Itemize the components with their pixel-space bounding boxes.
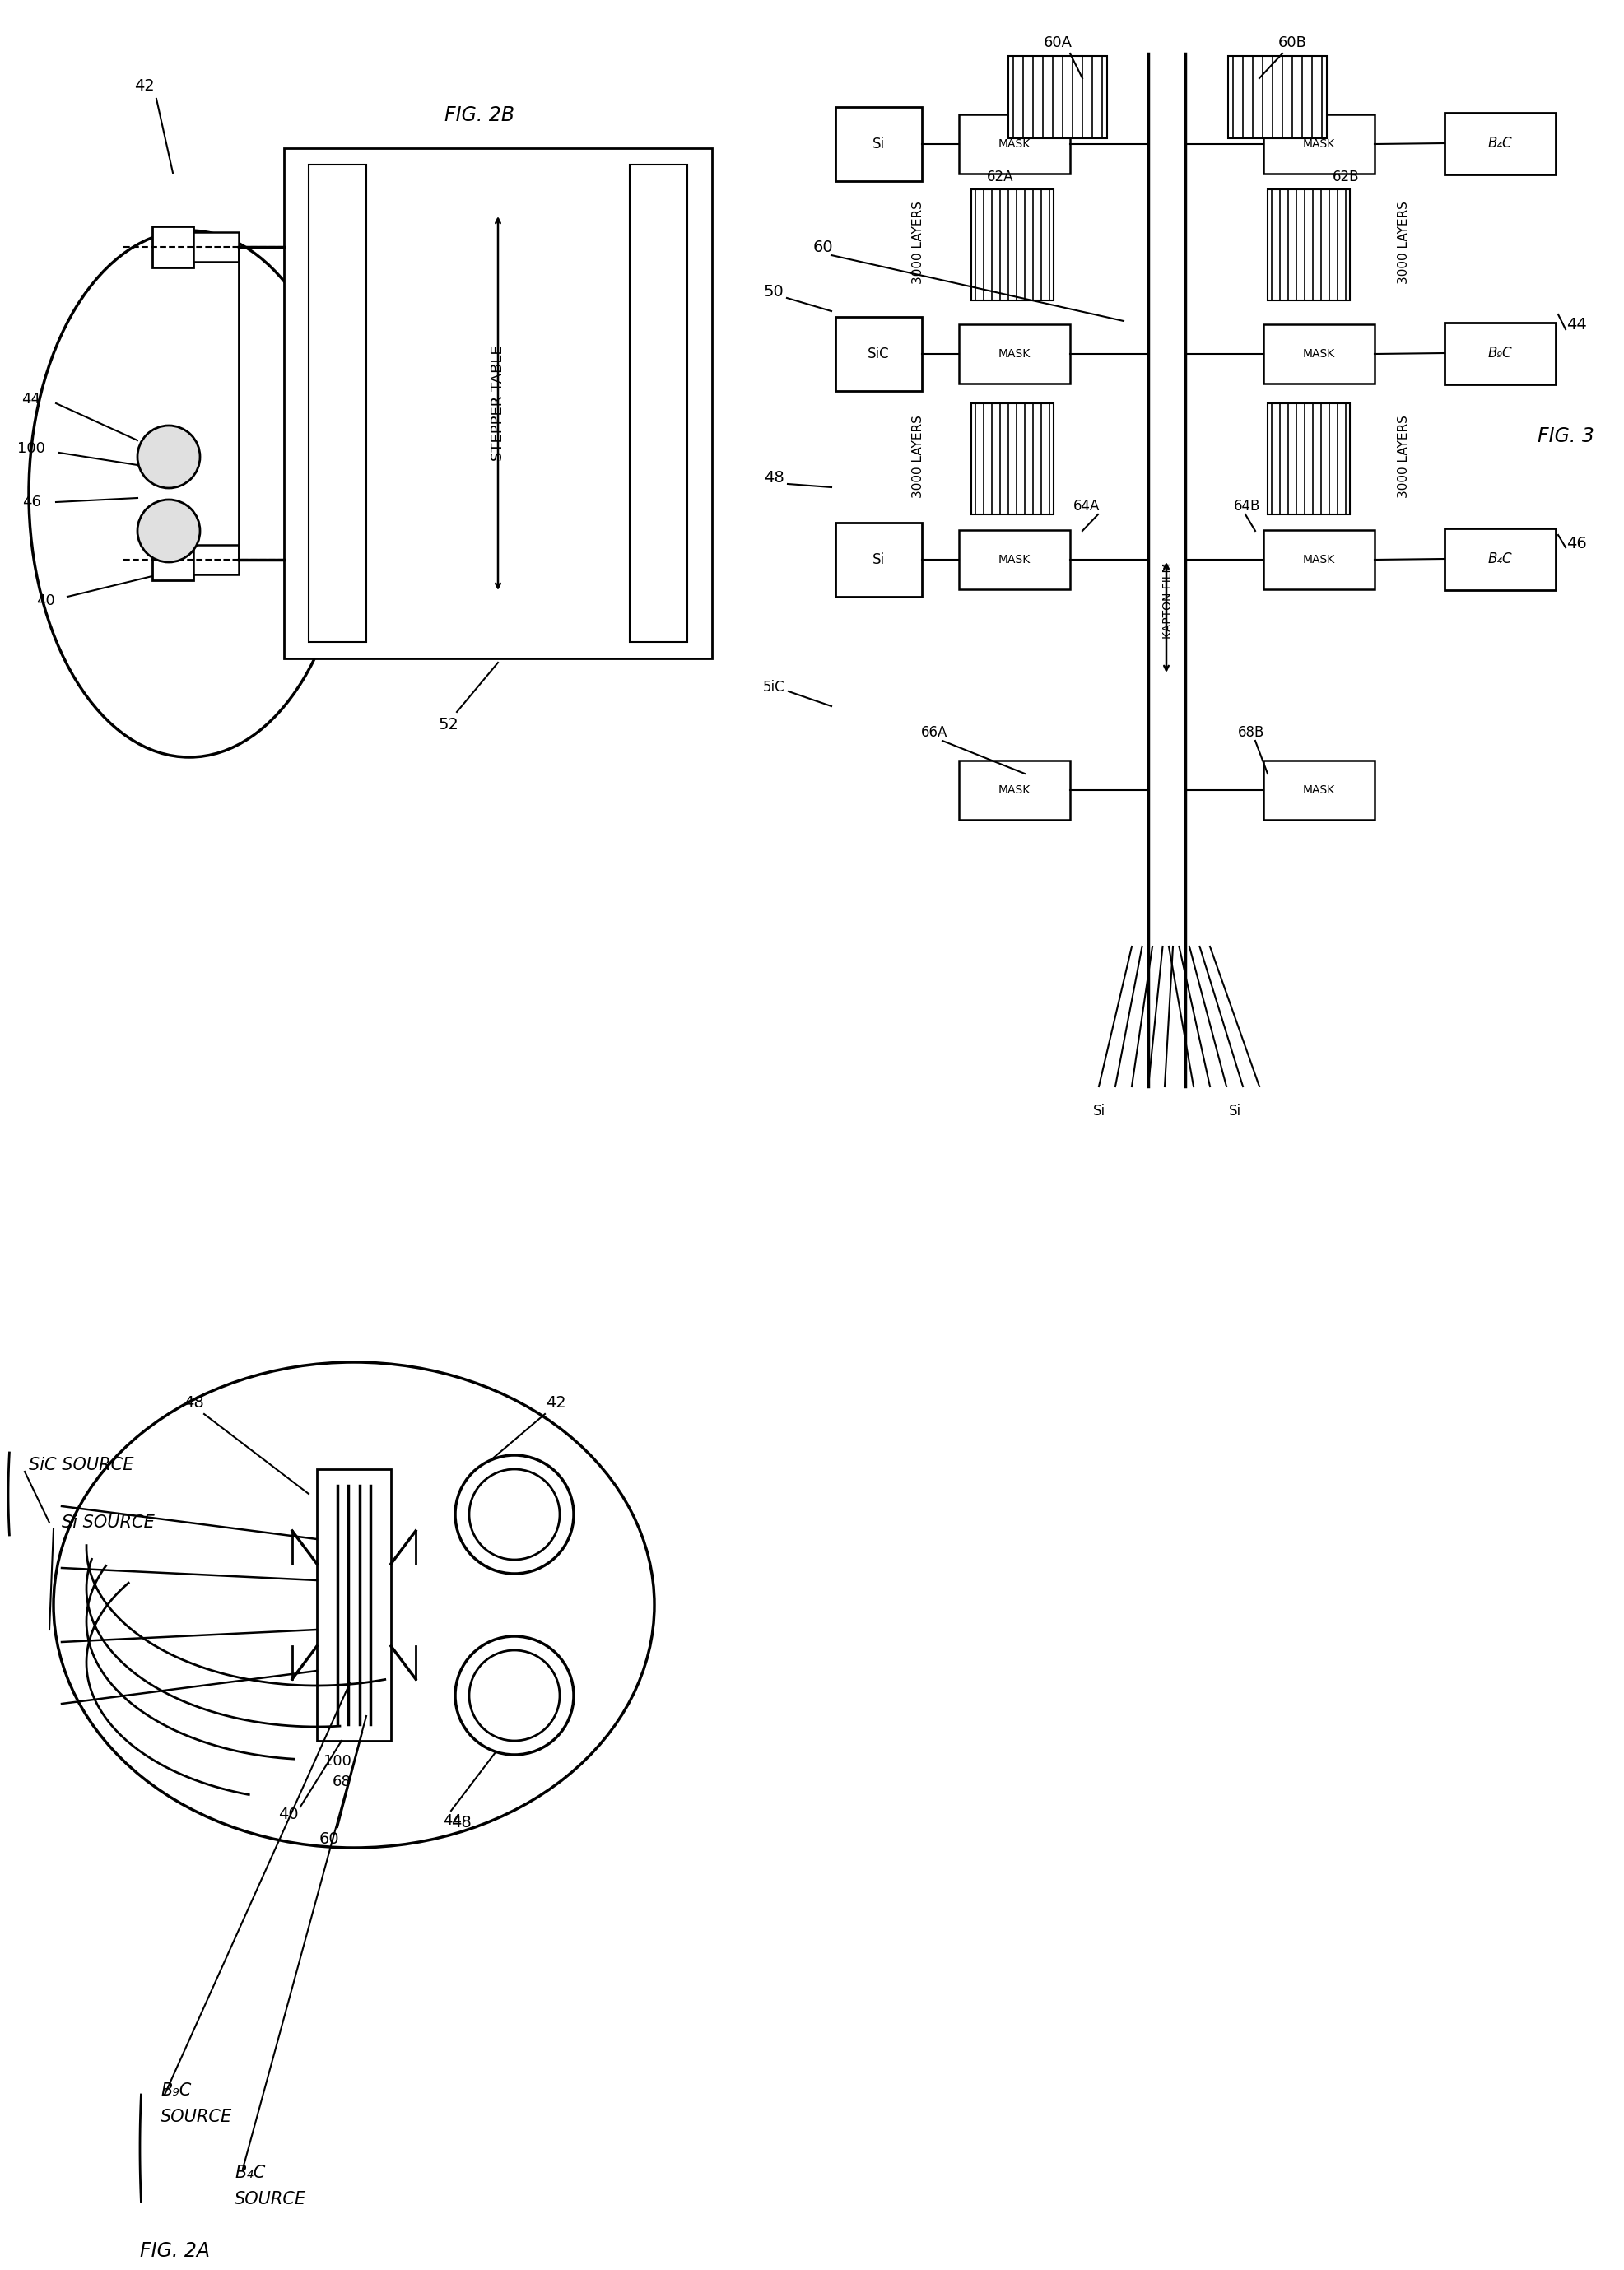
Text: 42: 42 — [546, 1396, 565, 1412]
Text: 48: 48 — [184, 1396, 203, 1412]
Bar — [958, 114, 1070, 175]
Text: 40: 40 — [36, 592, 55, 608]
Bar — [1263, 531, 1374, 590]
Text: SOURCE: SOURCE — [161, 2109, 232, 2125]
Bar — [1444, 529, 1554, 590]
Text: MASK: MASK — [997, 138, 1030, 150]
Text: 3000 LAYERS: 3000 LAYERS — [1397, 202, 1410, 284]
Text: 100: 100 — [323, 1755, 351, 1768]
Text: 68B: 68B — [1237, 724, 1263, 740]
Bar — [1263, 114, 1374, 175]
Circle shape — [138, 499, 200, 563]
Text: 60: 60 — [812, 238, 833, 254]
Bar — [835, 107, 921, 182]
Text: STEPPER TABLE: STEPPER TABLE — [490, 345, 505, 461]
Bar — [971, 404, 1052, 515]
Bar — [971, 188, 1052, 300]
Text: Si: Si — [872, 552, 883, 568]
Text: 40: 40 — [278, 1807, 299, 1823]
Text: B₉C: B₉C — [1486, 345, 1512, 361]
Ellipse shape — [54, 1362, 654, 1848]
Text: Si SOURCE: Si SOURCE — [62, 1514, 154, 1530]
Text: KAPTON FILM: KAPTON FILM — [1161, 563, 1173, 638]
Bar — [630, 166, 687, 642]
Text: MASK: MASK — [1302, 554, 1333, 565]
Text: 50: 50 — [763, 284, 783, 300]
Text: MASK: MASK — [1302, 785, 1333, 797]
Text: Si: Si — [872, 136, 883, 152]
Text: FIG. 2A: FIG. 2A — [140, 2240, 209, 2261]
Bar — [958, 325, 1070, 384]
Bar — [1267, 188, 1350, 300]
Text: 5iC: 5iC — [762, 679, 784, 695]
Text: Si: Si — [1091, 1103, 1104, 1119]
Bar — [193, 545, 239, 574]
Bar — [1444, 322, 1554, 384]
Bar — [1267, 404, 1350, 515]
Bar — [153, 538, 193, 581]
Text: B₄C: B₄C — [1486, 136, 1512, 150]
Text: B₄C: B₄C — [234, 2166, 265, 2181]
Text: MASK: MASK — [1302, 347, 1333, 359]
Ellipse shape — [29, 232, 349, 758]
Bar — [1444, 114, 1554, 175]
Text: 44: 44 — [1566, 318, 1585, 334]
Text: Si: Si — [1228, 1103, 1241, 1119]
Text: 48: 48 — [763, 470, 783, 486]
Text: SiC SOURCE: SiC SOURCE — [29, 1457, 133, 1473]
Text: 42: 42 — [133, 79, 154, 95]
Text: 64A: 64A — [1072, 499, 1099, 513]
Circle shape — [455, 1637, 573, 1755]
Text: SiC: SiC — [867, 347, 888, 361]
Bar — [1263, 760, 1374, 819]
Text: 3000 LAYERS: 3000 LAYERS — [911, 415, 924, 499]
Circle shape — [469, 1650, 559, 1741]
Text: MASK: MASK — [997, 554, 1030, 565]
Text: 46: 46 — [1566, 536, 1585, 552]
Text: 3000 LAYERS: 3000 LAYERS — [1397, 415, 1410, 499]
Text: FIG. 2B: FIG. 2B — [445, 104, 515, 125]
Text: 46: 46 — [21, 495, 41, 508]
Text: 44: 44 — [443, 1814, 461, 1827]
Text: 52: 52 — [438, 717, 458, 733]
Text: B₄C: B₄C — [1486, 552, 1512, 565]
Text: B₉C: B₉C — [161, 2082, 192, 2100]
Text: MASK: MASK — [997, 347, 1030, 359]
Text: 3000 LAYERS: 3000 LAYERS — [911, 202, 924, 284]
Text: FIG. 3: FIG. 3 — [1536, 427, 1593, 447]
Text: 100: 100 — [18, 440, 45, 456]
Bar — [1263, 325, 1374, 384]
Bar — [958, 760, 1070, 819]
Text: 48: 48 — [450, 1816, 471, 1832]
Text: 66A: 66A — [921, 724, 947, 740]
Circle shape — [455, 1455, 573, 1573]
Text: MASK: MASK — [1302, 138, 1333, 150]
Bar — [153, 227, 193, 268]
Text: MASK: MASK — [997, 785, 1030, 797]
Bar — [317, 1469, 391, 1741]
Bar — [1228, 57, 1327, 138]
Bar — [835, 318, 921, 390]
Text: 60A: 60A — [1043, 36, 1072, 50]
Bar — [835, 522, 921, 597]
Bar — [193, 232, 239, 261]
Text: 62B: 62B — [1332, 170, 1358, 184]
Text: 68: 68 — [331, 1775, 351, 1789]
Bar — [958, 531, 1070, 590]
Text: 62A: 62A — [986, 170, 1013, 184]
Circle shape — [138, 424, 200, 488]
Circle shape — [469, 1469, 559, 1559]
Text: 44: 44 — [21, 393, 41, 406]
Text: SOURCE: SOURCE — [234, 2191, 307, 2206]
Text: 60B: 60B — [1278, 36, 1306, 50]
Text: 60: 60 — [318, 1832, 339, 1848]
Bar — [309, 166, 365, 642]
Bar — [284, 148, 711, 658]
Text: 64B: 64B — [1233, 499, 1260, 513]
Bar — [1009, 57, 1106, 138]
